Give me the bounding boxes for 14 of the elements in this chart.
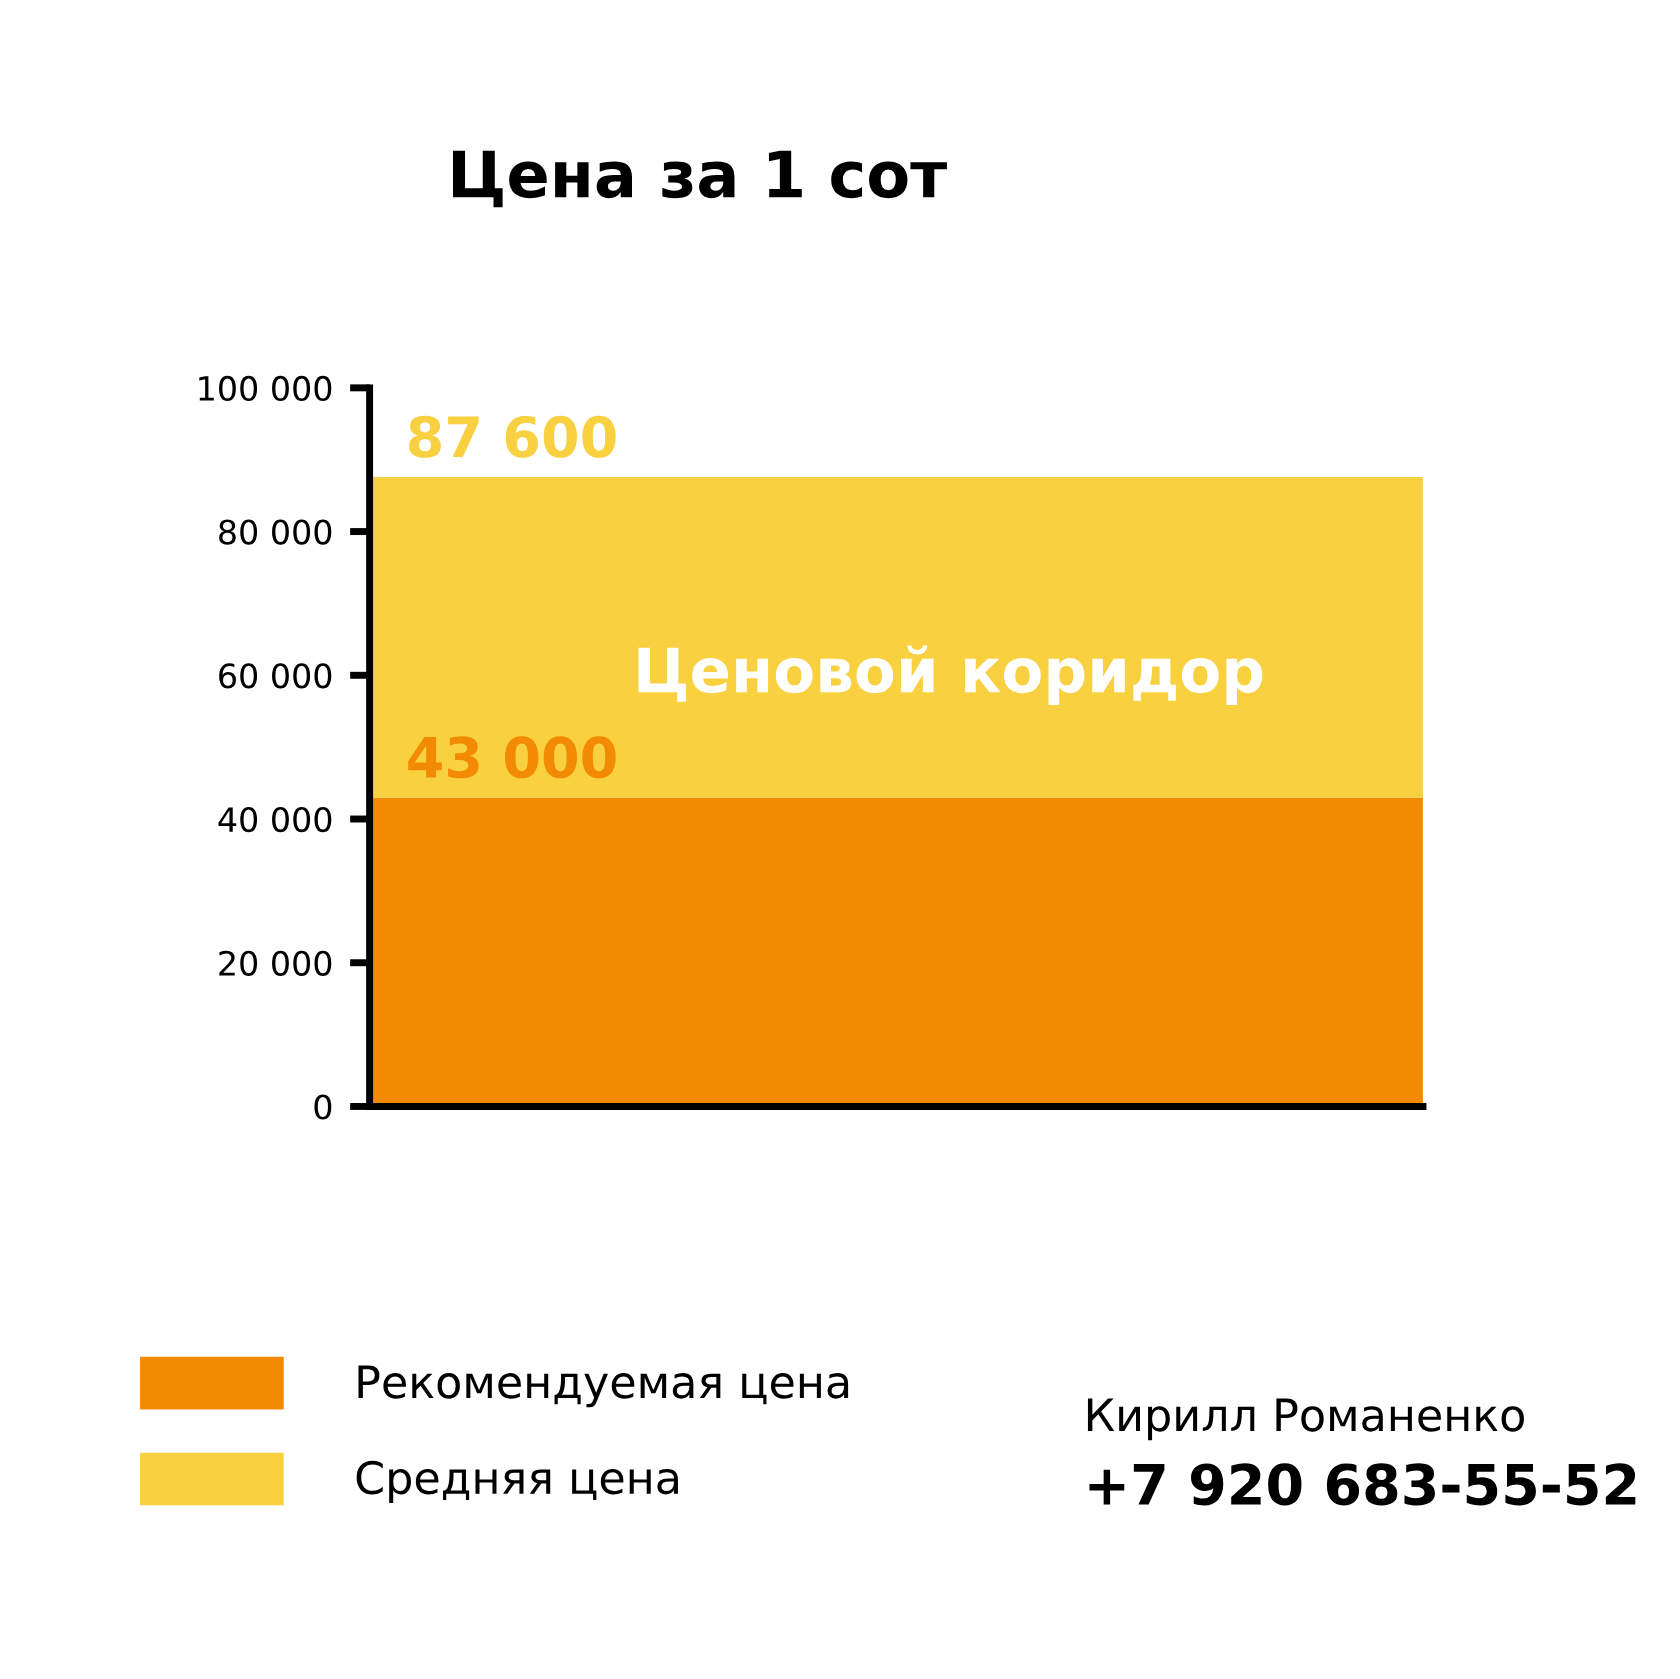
y-tick-label: 40 000 [218,806,332,833]
text: Кирилл Романенко [1087,1398,1524,1441]
legend-label: Средняя цена [356,1460,678,1504]
y-tick-label: 60 000 [219,663,332,689]
data-label: 43 000 [408,736,616,779]
legend-label: Рекомендуемая цена [358,1365,849,1408]
y-tick-label: 100 000 [199,375,332,401]
y-tick-label: 0 [314,1094,332,1120]
y-tick-label: 20 000 [219,950,332,976]
annotation: Ценовой коридор [638,645,1263,705]
text: +7 920 683-55-52 [1089,1463,1636,1506]
y-tick-label: 80 000 [219,519,332,545]
chart-title: Цена за 1 сот [453,150,947,208]
total-label: 87 600 [409,415,616,458]
